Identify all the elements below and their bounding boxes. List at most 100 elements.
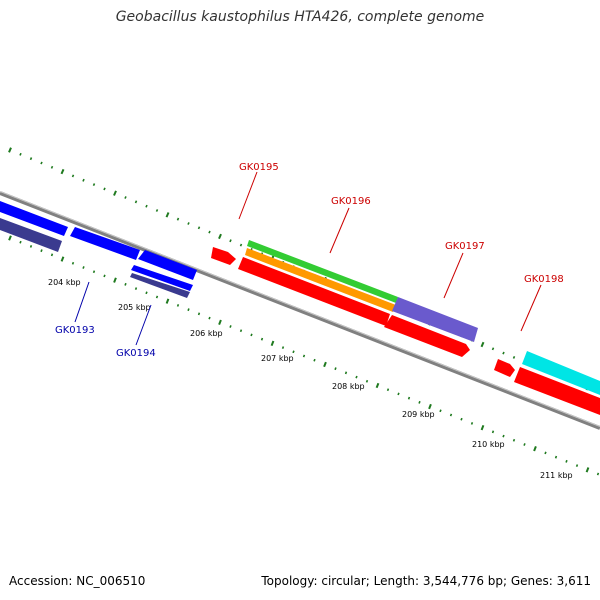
outer-tick xyxy=(480,341,485,348)
inner-tick xyxy=(29,245,33,248)
outer-tick xyxy=(134,200,138,204)
inner-tick xyxy=(134,287,138,290)
feature-red-2[interactable] xyxy=(238,257,390,326)
inner-tick xyxy=(8,235,12,241)
feature-blue-2[interactable] xyxy=(70,227,140,260)
outer-tick xyxy=(502,351,505,355)
inner-tick xyxy=(145,291,148,295)
inner-tick xyxy=(502,434,505,438)
inner-tick xyxy=(355,375,358,379)
genome-backbone-highlight xyxy=(0,191,600,427)
outer-tick xyxy=(218,233,222,240)
inner-tick xyxy=(155,295,159,299)
inner-tick xyxy=(208,316,211,320)
outer-tick xyxy=(29,157,33,161)
feature-red-5[interactable] xyxy=(514,367,600,415)
outer-tick xyxy=(50,165,54,169)
gk0198-leader xyxy=(520,284,542,332)
inner-tick xyxy=(60,256,65,262)
feature-red-4[interactable] xyxy=(494,359,515,377)
inner-tick xyxy=(260,337,264,341)
outer-tick xyxy=(155,209,159,212)
feature-purple[interactable] xyxy=(392,297,478,342)
outer-tick xyxy=(197,226,201,230)
feature-cyan[interactable] xyxy=(522,351,600,395)
inner-tick xyxy=(565,459,568,463)
gene-label-gk0193[interactable]: GK0193 xyxy=(55,325,95,336)
outer-tick xyxy=(124,196,127,199)
gene-label-gk0195[interactable]: GK0195 xyxy=(239,162,279,173)
inner-tick xyxy=(218,319,222,325)
outer-tick xyxy=(491,347,495,351)
feature-orange[interactable] xyxy=(245,248,396,312)
kbp-label-211: 211 kbp xyxy=(540,471,573,480)
inner-tick xyxy=(302,354,306,358)
outer-tick xyxy=(239,243,243,247)
inner-tick xyxy=(82,266,85,269)
outer-tick xyxy=(19,152,22,156)
feature-blue-3[interactable] xyxy=(138,250,197,280)
page-title: Geobacillus kaustophilus HTA426, complet… xyxy=(115,9,485,25)
inner-tick xyxy=(124,282,127,286)
inner-tick xyxy=(375,382,380,389)
gene-label-gk0198[interactable]: GK0198 xyxy=(524,274,564,285)
inner-tick xyxy=(523,443,526,446)
inner-tick xyxy=(439,409,442,413)
inner-tick xyxy=(460,417,463,421)
gene-label-gk0196[interactable]: GK0196 xyxy=(331,196,371,207)
inner-tick xyxy=(418,400,421,404)
inner-tick xyxy=(585,467,590,473)
inner-tick xyxy=(103,274,106,278)
outer-tick xyxy=(113,190,117,196)
feature-blue-1[interactable] xyxy=(0,201,68,236)
feature-green[interactable] xyxy=(247,240,398,303)
inner-tick xyxy=(71,261,75,265)
inner-tick xyxy=(344,371,348,375)
inner-tick xyxy=(365,379,369,383)
feature-navy-2[interactable] xyxy=(130,273,190,298)
inner-tick xyxy=(313,358,316,362)
inner-tick xyxy=(512,438,516,442)
outer-tick xyxy=(40,161,43,165)
kbp-label-205: 205 kbp xyxy=(118,303,151,312)
outer-tick xyxy=(176,217,180,221)
feature-blue-4[interactable] xyxy=(131,265,193,291)
inner-tick xyxy=(480,424,485,431)
inner-tick xyxy=(165,298,170,304)
outer-tick xyxy=(8,147,12,153)
inner-tick xyxy=(449,413,453,417)
inner-tick xyxy=(575,464,579,467)
gene-label-gk0197[interactable]: GK0197 xyxy=(445,241,485,252)
genome-summary-text: Topology: circular; Length: 3,544,776 bp… xyxy=(261,574,591,588)
gk0194-leader xyxy=(135,304,152,346)
inner-tick xyxy=(491,430,495,434)
inner-tick xyxy=(229,325,232,328)
outer-tick xyxy=(229,239,232,243)
inner-tick xyxy=(407,396,411,400)
inner-tick xyxy=(554,455,558,459)
feature-navy-1[interactable] xyxy=(0,218,62,252)
inner-tick xyxy=(239,329,243,333)
gk0196-leader xyxy=(329,207,350,254)
accession-text: Accession: NC_006510 xyxy=(9,574,146,588)
inner-tick xyxy=(470,422,474,425)
outer-tick xyxy=(187,222,190,225)
outer-tick xyxy=(82,178,85,182)
outer-tick xyxy=(208,230,211,234)
feature-red-1[interactable] xyxy=(211,247,236,265)
kbp-label-207: 207 kbp xyxy=(261,354,294,363)
inner-tick xyxy=(334,367,337,371)
inner-tick xyxy=(596,472,600,476)
inner-tick xyxy=(197,312,201,316)
gene-label-gk0194[interactable]: GK0194 xyxy=(116,348,156,359)
gk0195-leader xyxy=(238,171,258,220)
inner-tick xyxy=(323,361,327,368)
inner-tick xyxy=(176,304,180,307)
gk0197-leader xyxy=(443,252,464,299)
outer-tick xyxy=(71,174,75,178)
kbp-label-208: 208 kbp xyxy=(332,382,365,391)
feature-red-3[interactable] xyxy=(384,315,470,357)
inner-tick xyxy=(544,451,547,455)
kbp-label-210: 210 kbp xyxy=(472,440,505,449)
